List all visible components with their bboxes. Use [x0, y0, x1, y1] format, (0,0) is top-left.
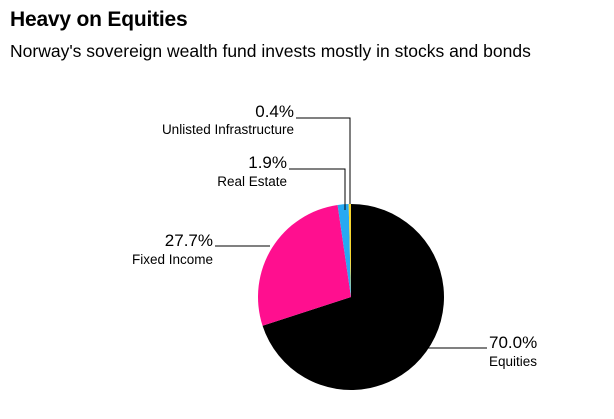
- pie-slice-real-estate: [337, 204, 351, 297]
- slice-labels: 70.0% Equities 27.7% Fixed Income 1.9% Real E…: [132, 102, 537, 369]
- leader-line-real-estate: [289, 168, 346, 210]
- value-label-equities: 70.0%: [489, 333, 537, 352]
- pie-slice-unlisted-infrastructure: [348, 204, 351, 297]
- value-label-unlisted-infrastructure: 0.4%: [255, 102, 294, 121]
- leader-lines: [215, 117, 487, 349]
- pie-slices: [258, 204, 445, 390]
- pie-slice-equities: [262, 204, 445, 390]
- category-label-real-estate: Real Estate: [217, 174, 287, 189]
- leader-line-unlisted-infrastructure: [296, 117, 351, 204]
- value-label-real-estate: 1.9%: [248, 153, 287, 172]
- category-label-fixed-income: Fixed Income: [132, 252, 213, 267]
- value-label-fixed-income: 27.7%: [165, 231, 213, 250]
- chart-title: Heavy on Equities: [10, 8, 188, 31]
- chart-subtitle: Norway's sovereign wealth fund invests m…: [10, 41, 531, 61]
- category-label-unlisted-infrastructure: Unlisted Infrastructure: [162, 122, 294, 137]
- category-label-equities: Equities: [489, 354, 537, 369]
- pie-slice-fixed-income: [258, 204, 351, 326]
